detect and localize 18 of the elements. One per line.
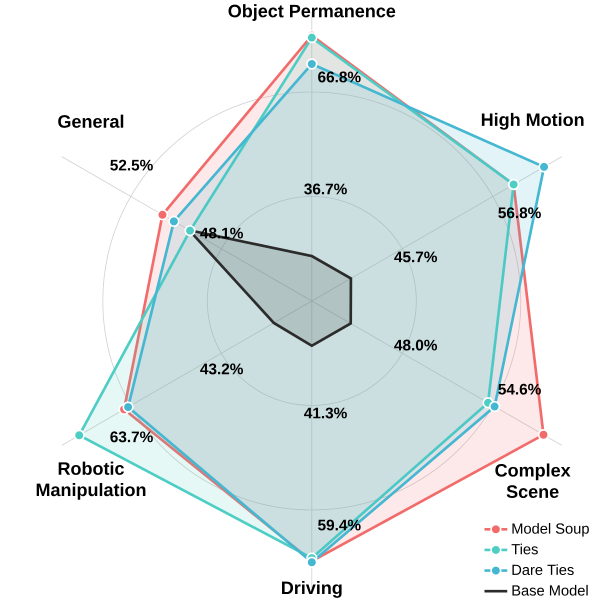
legend-label: Ties <box>512 544 538 554</box>
spoke-label: Driving <box>282 580 342 598</box>
legend-label: Model Soup <box>512 523 589 537</box>
spoke-label: High Motion <box>482 112 584 130</box>
text: 45.7% <box>394 251 438 262</box>
legend-label: Base Model <box>512 584 588 596</box>
text: 48.0% <box>394 340 438 351</box>
text: 41.3% <box>304 408 347 418</box>
text: 52.5% <box>110 160 153 171</box>
spoke-label: General <box>58 114 124 128</box>
text: 43.2% <box>200 363 244 374</box>
text: 36.7% <box>304 184 347 194</box>
spoke-label: Complex Scene <box>495 463 571 498</box>
legend-label: Dare Ties <box>512 564 574 576</box>
text: 63.7% <box>110 431 153 442</box>
spoke-label: Object Permanence <box>228 4 396 21</box>
text: 48.1% <box>200 228 244 238</box>
spoke-label: Robotic Manipulation <box>36 462 146 500</box>
